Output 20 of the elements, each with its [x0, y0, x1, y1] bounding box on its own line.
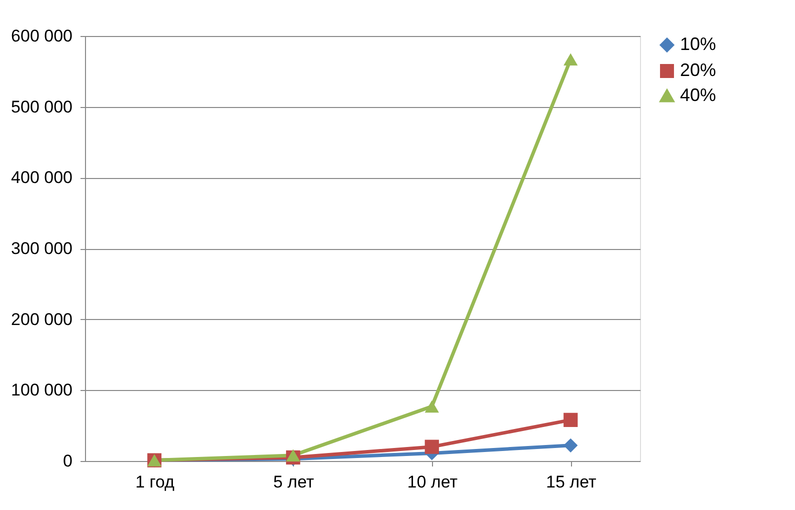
point: [564, 53, 578, 66]
point: [424, 400, 439, 413]
y-tick-label: 0: [63, 452, 72, 470]
y-tick-label: 300 000: [11, 239, 72, 258]
y-tick-label: 200 000: [11, 310, 72, 329]
x-tick-label: 15 лет: [546, 472, 596, 492]
legend-label: 40%: [680, 85, 716, 105]
x-tick-label: 10 лет: [407, 472, 458, 492]
y-tick-label: 400 000: [11, 168, 72, 188]
y-tick-label: 500 000: [11, 97, 72, 116]
x-tick-label: 5 лет: [273, 472, 314, 492]
point: [286, 449, 300, 462]
legend-label: 20%: [680, 60, 716, 80]
point: [424, 440, 439, 454]
point: [564, 438, 578, 452]
legend-label: 10%: [680, 34, 716, 54]
y-tick-label: 600 000: [11, 26, 72, 46]
x-tick-label: 1 год: [135, 472, 174, 492]
point: [564, 412, 578, 427]
y-tick-label: 100 000: [11, 380, 72, 400]
